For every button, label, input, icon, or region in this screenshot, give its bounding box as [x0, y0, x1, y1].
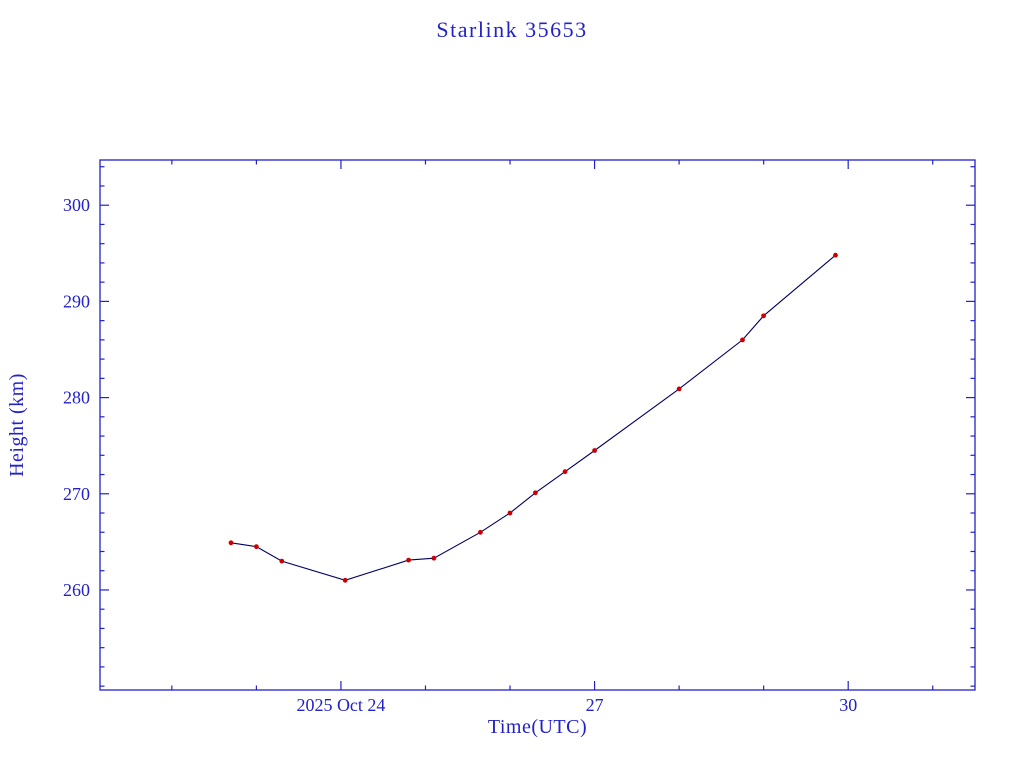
data-point-marker [228, 540, 234, 546]
x-tick-label: 30 [839, 695, 857, 715]
data-point-marker [761, 313, 766, 319]
data-point-marker [507, 510, 513, 516]
plot-frame [99, 159, 976, 691]
data-point-marker [833, 252, 838, 258]
data-point-marker [533, 490, 538, 496]
data-point-marker [562, 469, 568, 475]
y-tick-label: 280 [63, 388, 90, 408]
chart-title: Starlink 35653 [436, 17, 588, 42]
data-point-marker [342, 577, 348, 583]
data-point-marker [279, 558, 285, 564]
x-tick-label: 27 [586, 695, 604, 715]
data-point-marker [431, 555, 437, 561]
data-point-marker [254, 544, 259, 550]
x-axis-label: Time(UTC) [487, 716, 588, 738]
x-tick-label: 2025 Oct 24 [296, 695, 385, 715]
y-tick-label: 270 [63, 484, 90, 504]
data-line [230, 254, 836, 581]
data-point-marker [478, 529, 483, 535]
y-tick-label: 290 [63, 291, 90, 311]
data-point-marker [406, 557, 411, 563]
y-axis-label: Height (km) [6, 373, 28, 477]
data-point-marker [592, 448, 597, 453]
y-tick-label: 300 [63, 195, 90, 215]
data-point-marker [740, 337, 745, 343]
data-point-marker [676, 386, 682, 392]
y-tick-label: 260 [63, 580, 90, 600]
